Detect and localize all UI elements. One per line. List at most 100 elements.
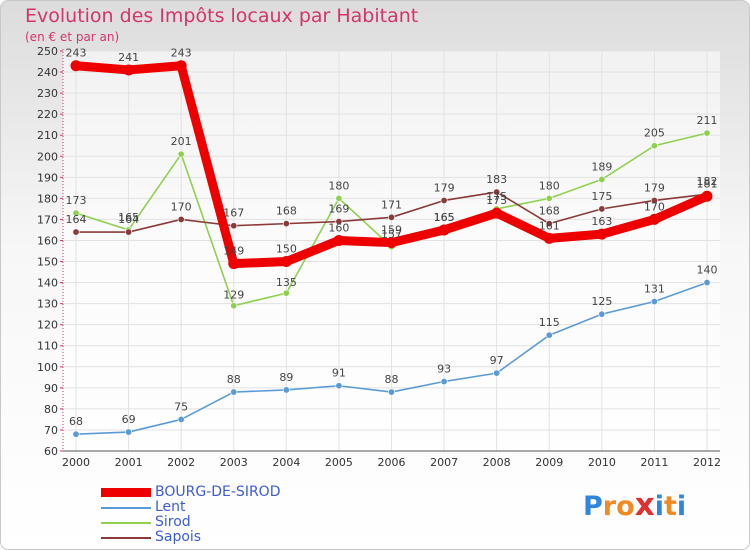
data-label: 115 [539, 316, 560, 329]
data-label: 211 [697, 114, 718, 127]
logo-letter: r [602, 491, 617, 522]
y-tick-label: 80 [44, 403, 58, 416]
logo-letter: x [634, 487, 655, 523]
data-label: 205 [644, 127, 665, 140]
data-label: 164 [66, 213, 87, 226]
y-tick-label: 60 [44, 445, 58, 458]
data-point [493, 369, 501, 377]
data-label: 171 [381, 198, 402, 211]
y-tick-label: 210 [37, 129, 58, 142]
data-label: 159 [381, 224, 402, 237]
legend-swatch [101, 506, 151, 509]
y-tick-label: 230 [37, 87, 58, 100]
data-label: 173 [486, 194, 507, 207]
data-label: 243 [66, 47, 87, 60]
y-tick-label: 100 [37, 361, 58, 374]
data-label: 161 [539, 219, 560, 232]
data-label: 175 [486, 190, 507, 203]
data-point [175, 60, 187, 72]
data-point [650, 196, 658, 204]
data-label: 97 [490, 354, 504, 367]
x-tick-label: 2010 [588, 456, 616, 469]
x-tick-label: 2006 [378, 456, 406, 469]
chart-legend: BOURG-DE-SIROD Lent Sirod Sapois [101, 485, 280, 545]
data-point [598, 175, 606, 183]
chart-subtitle: (en € et par an) [25, 30, 120, 44]
data-label: 165 [434, 211, 455, 224]
data-point [125, 428, 133, 436]
data-point [335, 218, 343, 226]
data-label: 180 [328, 179, 349, 192]
data-point [440, 378, 448, 386]
data-point [282, 386, 290, 394]
data-point [387, 388, 395, 396]
data-label: 181 [697, 177, 718, 190]
legend-label: Sirod [155, 514, 191, 530]
data-label: 68 [69, 415, 83, 428]
y-tick-label: 90 [44, 382, 58, 395]
x-tick-label: 2011 [640, 456, 668, 469]
legend-item: BOURG-DE-SIROD [101, 485, 280, 500]
data-point [335, 194, 343, 202]
x-tick-label: 2008 [483, 456, 511, 469]
data-point [230, 388, 238, 396]
data-label: 243 [171, 47, 192, 60]
data-label: 69 [122, 413, 136, 426]
x-tick-label: 2007 [430, 456, 458, 469]
chart-title: Evolution des Impôts locaux par Habitant [25, 5, 419, 27]
data-point [280, 256, 292, 268]
data-label: 75 [174, 400, 188, 413]
x-tick-label: 2002 [167, 456, 195, 469]
data-point [333, 234, 345, 246]
y-tick-label: 130 [37, 298, 58, 311]
x-tick-label: 2005 [325, 456, 353, 469]
legend-item: Sirod [101, 515, 280, 530]
data-label: 182 [697, 175, 718, 188]
data-point [335, 382, 343, 390]
y-tick-label: 150 [37, 256, 58, 269]
data-label: 131 [644, 283, 665, 296]
data-label: 135 [276, 276, 297, 289]
data-point [72, 209, 80, 217]
data-label: 175 [591, 190, 612, 203]
data-point [598, 310, 606, 318]
data-label: 179 [434, 181, 455, 194]
logo-letter: P [583, 491, 603, 522]
data-label: 168 [276, 205, 297, 218]
data-point [282, 220, 290, 228]
legend-label: Sapois [155, 529, 202, 545]
data-label: 170 [644, 200, 665, 213]
x-tick-label: 2000 [62, 456, 90, 469]
logo-letter: o [616, 491, 635, 522]
proxiti-logo: Proxiti [583, 487, 686, 523]
data-point [72, 228, 80, 236]
data-label: 150 [276, 243, 297, 256]
legend-swatch [101, 521, 151, 524]
data-label: 91 [332, 367, 346, 380]
y-tick-label: 160 [37, 234, 58, 247]
data-point [230, 222, 238, 230]
legend-item: Lent [101, 500, 280, 515]
data-point [491, 207, 503, 219]
legend-item: Sapois [101, 530, 280, 545]
y-tick-label: 140 [37, 277, 58, 290]
data-label: 201 [171, 135, 192, 148]
data-point [596, 228, 608, 240]
y-tick-label: 120 [37, 319, 58, 332]
data-label: 88 [227, 373, 241, 386]
logo-letter: i [676, 491, 687, 522]
logo-letter: i [654, 491, 664, 522]
data-label: 170 [171, 200, 192, 213]
data-label: 173 [66, 194, 87, 207]
data-label: 163 [591, 215, 612, 228]
y-tick-label: 180 [37, 192, 58, 205]
data-point [282, 289, 290, 297]
data-label: 160 [328, 221, 349, 234]
data-point [72, 430, 80, 438]
data-label: 168 [539, 205, 560, 218]
legend-label: Lent [155, 499, 186, 515]
data-label: 169 [328, 203, 349, 216]
data-point [123, 64, 135, 76]
y-tick-label: 250 [37, 45, 58, 58]
y-tick-label: 110 [37, 340, 58, 353]
